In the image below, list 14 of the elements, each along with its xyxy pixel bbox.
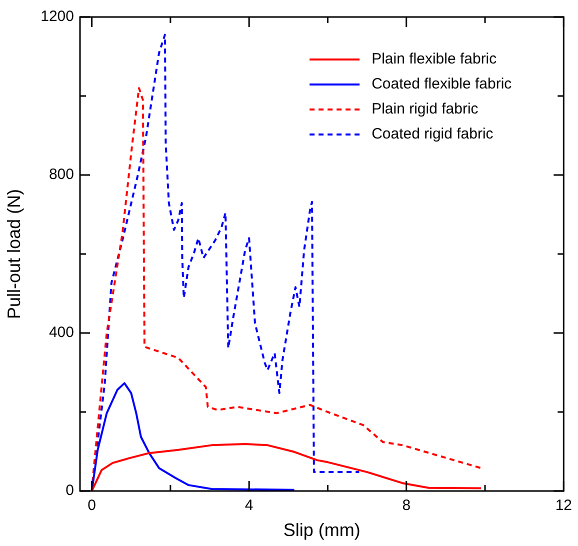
x-tick-label: 8: [402, 497, 411, 514]
legend-label: Coated flexible fabric: [372, 76, 512, 93]
legend-label: Plain rigid fabric: [372, 100, 479, 118]
x-tick-label: 12: [555, 497, 572, 514]
x-tick-label: 0: [88, 497, 96, 514]
y-axis-title: Pull-out load (N): [4, 188, 24, 320]
y-tick-label: 400: [48, 324, 74, 342]
y-tick-label: 0: [66, 482, 74, 500]
x-tick-label: 4: [244, 497, 254, 514]
y-tick-label: 800: [48, 166, 74, 184]
legend-label: Plain flexible fabric: [372, 50, 498, 68]
legend-label: Coated rigid fabric: [372, 126, 494, 143]
y-tick-label: 1200: [40, 8, 74, 26]
x-axis-title: Slip (mm): [283, 520, 360, 540]
